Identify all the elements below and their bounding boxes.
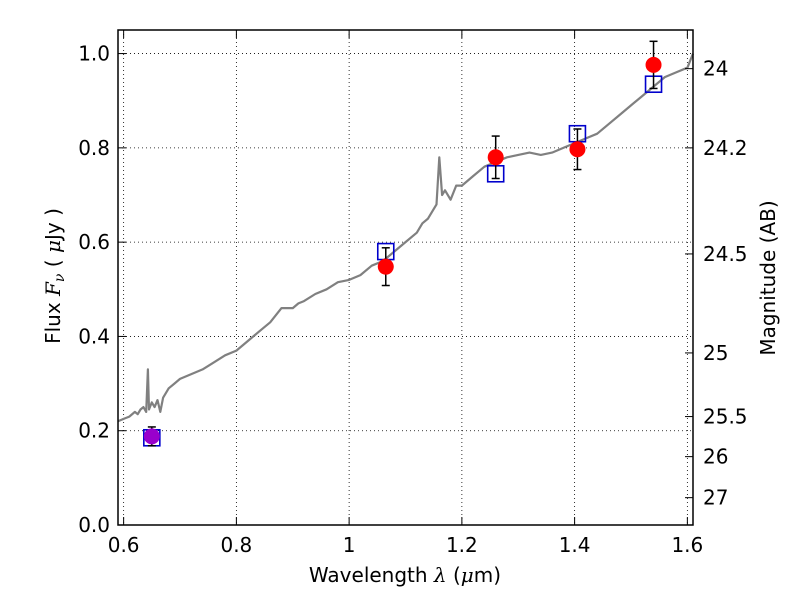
y-tick-label: 0.8 (78, 136, 110, 160)
x-tick-label: 1.2 (446, 533, 478, 557)
y2-tick-label: 25 (703, 341, 728, 365)
y-tick-label: 1.0 (78, 42, 110, 66)
y2-tick-label: 24 (703, 57, 728, 81)
x-tick-label: 1 (343, 533, 356, 557)
observed-photometry-point (143, 428, 160, 445)
y2-axis-title: Magnitude (AB) (756, 200, 780, 355)
y2-tick-label: 24.5 (703, 242, 748, 266)
x-tick-label: 1.4 (559, 533, 591, 557)
y2-tick-label: 25.5 (703, 405, 748, 429)
y-tick-label: 0.2 (78, 419, 110, 443)
y-axis-title: Flux Fν ( μJy ) (41, 208, 68, 344)
observed-photometry-point (569, 141, 586, 158)
y2-tick-label: 24.2 (703, 136, 748, 160)
spectrum-line (117, 53, 695, 423)
axis-ticks: 0.6 0.8 1 1.2 1.4 1.6 0.0 0.2 0.4 0.6 0.8 1.0 24 24.2… (78, 30, 748, 557)
x-tick-label: 1.6 (671, 533, 703, 557)
x-tick-label: 0.8 (220, 533, 252, 557)
observed-photometry-point (377, 258, 394, 275)
synthetic-photometry-layer (143, 75, 663, 447)
y-tick-label: 0.6 (78, 230, 110, 254)
observed-photometry-point (645, 56, 662, 73)
x-axis-title: Wavelength λ (μm) (309, 563, 501, 587)
spectrum-layer (117, 53, 695, 423)
y-tick-label: 0.4 (78, 324, 110, 348)
observed-photometry-layer (143, 40, 662, 447)
plot-frame (117, 29, 694, 526)
y2-tick-label: 27 (703, 486, 728, 510)
y2-tick-label: 26 (703, 445, 728, 469)
y-tick-label: 0.0 (78, 513, 110, 537)
x-tick-label: 0.6 (108, 533, 140, 557)
grid-lines (118, 30, 693, 526)
observed-photometry-point (487, 149, 504, 166)
